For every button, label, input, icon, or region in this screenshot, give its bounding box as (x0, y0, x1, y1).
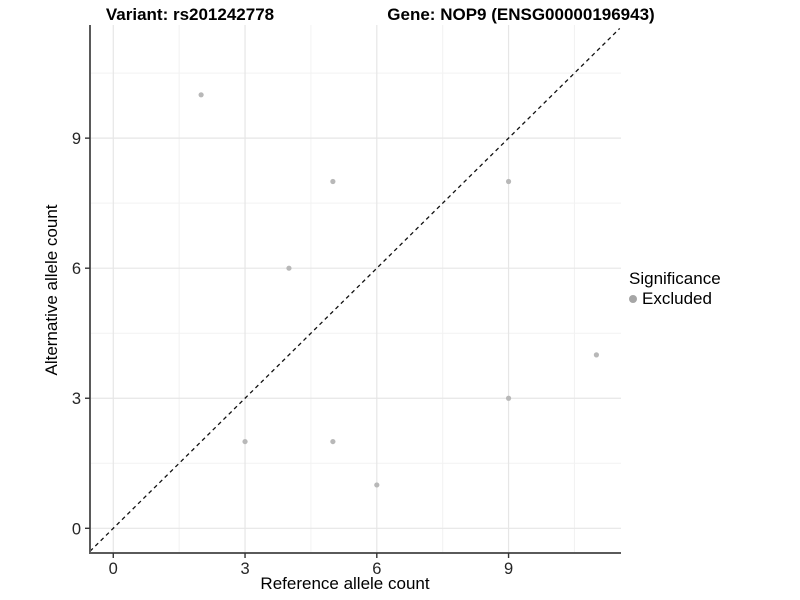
legend: Significance Excluded (629, 269, 721, 309)
legend-title: Significance (629, 269, 721, 288)
data-point (198, 92, 204, 98)
legend-item-excluded: Excluded (629, 289, 721, 309)
legend-point-icon (629, 295, 637, 303)
y-tick-label: 6 (72, 260, 81, 278)
y-axis-title: Alternative allele count (42, 204, 61, 376)
data-point (374, 482, 380, 488)
data-point (505, 178, 512, 185)
gene-title: Gene: NOP9 (ENSG00000196943) (387, 5, 655, 24)
data-point (330, 438, 336, 445)
data-point (242, 438, 248, 445)
y-tick-label: 3 (72, 390, 81, 408)
data-point (330, 178, 336, 185)
data-point (593, 352, 600, 358)
identity-line (89, 28, 621, 552)
variant-title: Variant: rs201242778 (105, 5, 275, 24)
x-tick-label: 3 (240, 560, 249, 578)
legend-item-label: Excluded (642, 289, 712, 308)
y-tick-label: 0 (72, 520, 81, 538)
x-axis-title: Reference allele count (260, 574, 430, 593)
y-tick-label: 9 (72, 130, 81, 148)
x-tick-label: 0 (109, 560, 118, 578)
x-tick-label: 6 (372, 560, 381, 578)
x-tick-label: 9 (504, 560, 513, 578)
data-point (505, 395, 512, 401)
data-point (286, 265, 292, 271)
